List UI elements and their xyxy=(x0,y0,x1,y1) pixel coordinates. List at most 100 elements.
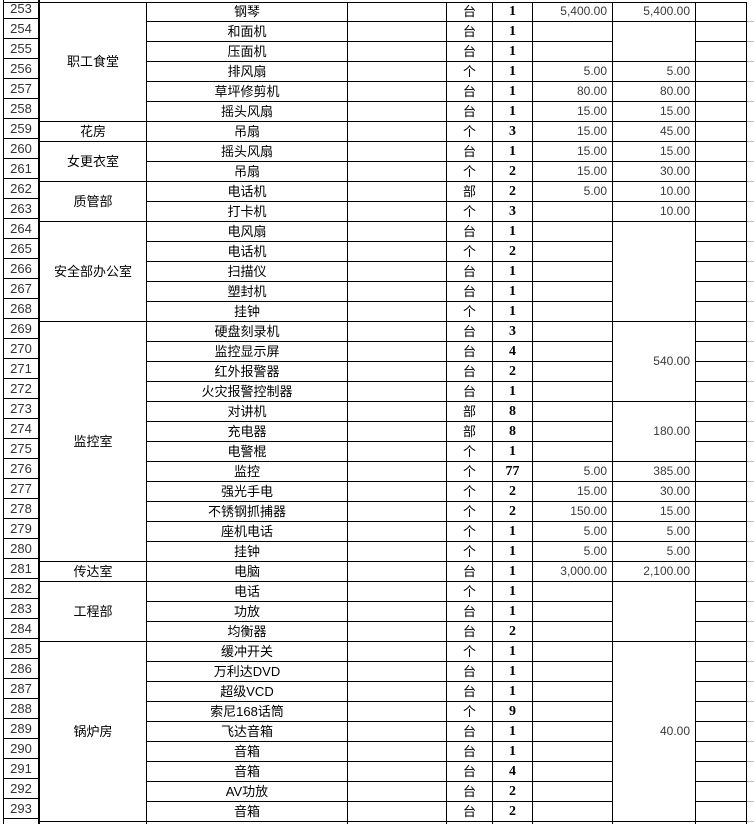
row-number-cell[interactable]: 270 xyxy=(4,339,38,359)
row-number-cell[interactable]: 264 xyxy=(4,219,38,239)
spare-column-cell[interactable] xyxy=(348,562,446,582)
row-number-cell[interactable]: 259 xyxy=(4,119,38,139)
spare-column-cell[interactable] xyxy=(348,662,446,682)
department-cell[interactable]: 监控室 xyxy=(40,322,146,562)
unit-price-cell[interactable] xyxy=(533,262,612,282)
right-column-cell[interactable] xyxy=(696,382,746,402)
item-name-cell[interactable]: 音箱 xyxy=(147,802,347,822)
department-cell[interactable]: 质管部 xyxy=(40,182,146,222)
unit-price-cell[interactable] xyxy=(533,362,612,382)
item-name-cell[interactable]: 红外报警器 xyxy=(147,362,347,382)
spare-column-cell[interactable] xyxy=(348,382,446,402)
right-column-cell[interactable] xyxy=(696,322,746,342)
spare-column-cell[interactable] xyxy=(348,522,446,542)
right-column-cell[interactable] xyxy=(696,422,746,442)
spare-column-cell[interactable] xyxy=(348,402,446,422)
item-name-cell[interactable]: 压面机 xyxy=(147,42,347,62)
quantity-cell[interactable]: 1 xyxy=(493,82,532,102)
spare-column-cell[interactable] xyxy=(348,722,446,742)
unit-price-cell[interactable] xyxy=(533,382,612,402)
total-price-merged-cell[interactable]: 180.00 xyxy=(613,402,695,462)
unit-price-cell[interactable]: 15.00 xyxy=(533,102,612,122)
right-column-cell[interactable] xyxy=(696,282,746,302)
unit-cell[interactable]: 个 xyxy=(447,162,492,182)
item-name-cell[interactable]: 缓冲开关 xyxy=(147,642,347,662)
right-column-cell[interactable] xyxy=(696,302,746,322)
unit-price-cell[interactable]: 80.00 xyxy=(533,82,612,102)
row-number-cell[interactable]: 290 xyxy=(4,739,38,759)
row-number-cell[interactable]: 271 xyxy=(4,359,38,379)
unit-cell[interactable]: 台 xyxy=(447,222,492,242)
unit-price-cell[interactable] xyxy=(533,422,612,442)
right-column-cell[interactable] xyxy=(696,102,746,122)
department-cell[interactable]: 安全部办公室 xyxy=(40,222,146,322)
row-number-cell[interactable]: 267 xyxy=(4,279,38,299)
unit-price-cell[interactable] xyxy=(533,602,612,622)
unit-cell[interactable]: 个 xyxy=(447,502,492,522)
quantity-cell[interactable]: 1 xyxy=(493,262,532,282)
row-number-cell[interactable]: 265 xyxy=(4,239,38,259)
unit-cell[interactable]: 个 xyxy=(447,202,492,222)
quantity-cell[interactable]: 8 xyxy=(493,402,532,422)
quantity-cell[interactable]: 4 xyxy=(493,762,532,782)
item-name-cell[interactable]: 音箱 xyxy=(147,762,347,782)
unit-price-cell[interactable]: 15.00 xyxy=(533,162,612,182)
spare-column-cell[interactable] xyxy=(348,202,446,222)
total-price-cell[interactable]: 30.00 xyxy=(613,482,695,502)
item-name-cell[interactable]: 万利达DVD xyxy=(147,662,347,682)
item-name-cell[interactable]: 电脑 xyxy=(147,562,347,582)
unit-price-cell[interactable] xyxy=(533,642,612,662)
quantity-cell[interactable]: 3 xyxy=(493,122,532,142)
row-number-cell[interactable]: 280 xyxy=(4,539,38,559)
spare-column-cell[interactable] xyxy=(348,542,446,562)
unit-cell[interactable]: 个 xyxy=(447,582,492,602)
item-name-cell[interactable]: 草坪修剪机 xyxy=(147,82,347,102)
unit-price-cell[interactable]: 150.00 xyxy=(533,502,612,522)
spare-column-cell[interactable] xyxy=(348,62,446,82)
spare-column-cell[interactable] xyxy=(348,362,446,382)
unit-cell[interactable]: 台 xyxy=(447,742,492,762)
right-column-cell[interactable] xyxy=(696,662,746,682)
quantity-cell[interactable]: 2 xyxy=(493,162,532,182)
quantity-cell[interactable]: 1 xyxy=(493,642,532,662)
right-column-cell[interactable] xyxy=(696,802,746,822)
right-column-cell[interactable] xyxy=(696,562,746,582)
unit-cell[interactable]: 个 xyxy=(447,482,492,502)
row-number-cell[interactable]: 289 xyxy=(4,719,38,739)
department-cell[interactable]: 工程部 xyxy=(40,582,146,642)
quantity-cell[interactable]: 2 xyxy=(493,182,532,202)
spare-column-cell[interactable] xyxy=(348,582,446,602)
row-number-cell[interactable]: 261 xyxy=(4,159,38,179)
right-column-cell[interactable] xyxy=(696,122,746,142)
quantity-cell[interactable]: 77 xyxy=(493,462,532,482)
right-column-cell[interactable] xyxy=(696,542,746,562)
spare-column-cell[interactable] xyxy=(348,82,446,102)
unit-price-cell[interactable] xyxy=(533,722,612,742)
unit-cell[interactable]: 台 xyxy=(447,42,492,62)
quantity-cell[interactable]: 1 xyxy=(493,42,532,62)
quantity-cell[interactable]: 2 xyxy=(493,502,532,522)
right-column-cell[interactable] xyxy=(696,502,746,522)
quantity-cell[interactable]: 2 xyxy=(493,242,532,262)
unit-price-cell[interactable] xyxy=(533,22,612,42)
total-price-cell[interactable]: 5.00 xyxy=(613,522,695,542)
department-cell[interactable]: 女更衣室 xyxy=(40,142,146,182)
unit-cell[interactable]: 台 xyxy=(447,562,492,582)
quantity-cell[interactable]: 1 xyxy=(493,222,532,242)
item-name-cell[interactable]: 吊扇 xyxy=(147,122,347,142)
unit-cell[interactable]: 台 xyxy=(447,102,492,122)
spare-column-cell[interactable] xyxy=(348,342,446,362)
total-price-cell[interactable]: 10.00 xyxy=(613,182,695,202)
unit-price-cell[interactable] xyxy=(533,742,612,762)
unit-price-cell[interactable] xyxy=(533,442,612,462)
row-number-cell[interactable]: 283 xyxy=(4,599,38,619)
total-price-cell[interactable]: 2,100.00 xyxy=(613,562,695,582)
row-number-cell[interactable]: 285 xyxy=(4,639,38,659)
right-column-cell[interactable] xyxy=(696,782,746,802)
spare-column-cell[interactable] xyxy=(348,262,446,282)
item-name-cell[interactable]: 摇头风扇 xyxy=(147,142,347,162)
spare-column-cell[interactable] xyxy=(348,762,446,782)
item-name-cell[interactable]: 超级VCD xyxy=(147,682,347,702)
item-name-cell[interactable]: 扫描仪 xyxy=(147,262,347,282)
row-number-cell[interactable]: 277 xyxy=(4,479,38,499)
